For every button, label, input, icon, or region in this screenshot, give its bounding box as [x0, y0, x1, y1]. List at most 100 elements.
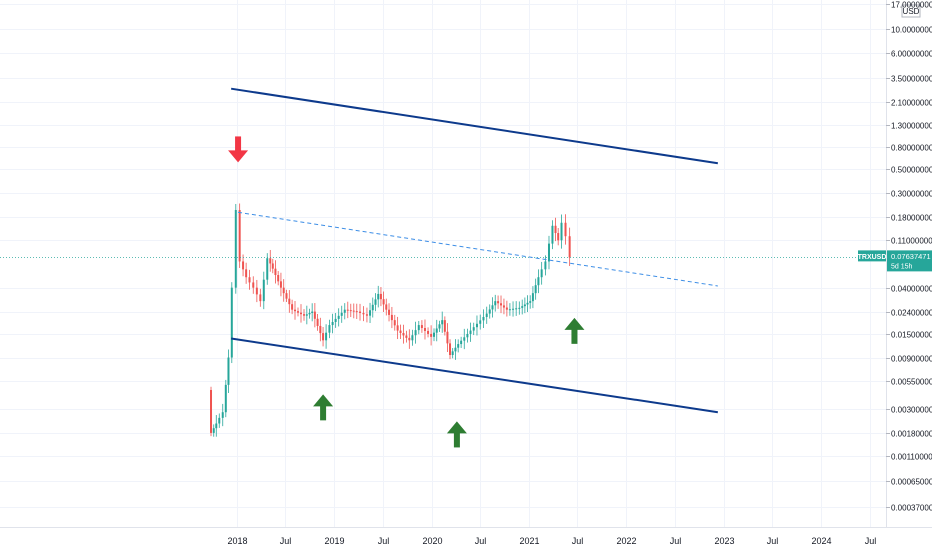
price-tick-label: 0.18000000 [891, 214, 932, 223]
price-candle [408, 337, 411, 341]
arrow-shaft [320, 404, 327, 421]
price-candle [352, 310, 355, 312]
price-candle [325, 332, 328, 341]
time-tick-label: Jul [865, 536, 877, 546]
arrow-shaft [453, 431, 460, 448]
price-candle [451, 351, 454, 355]
price-candle [266, 258, 269, 280]
price-candle [371, 304, 374, 311]
price-candle [420, 325, 423, 329]
price-tick-label: 0.30000000 [891, 190, 932, 199]
price-candle [433, 332, 436, 337]
price-candle [531, 293, 534, 302]
price-candle [479, 320, 482, 324]
price-candle [291, 304, 294, 310]
price-candle [430, 333, 433, 337]
price-candle [212, 428, 215, 433]
price-tick-label: 0.00300000 [891, 406, 932, 415]
price-candle [405, 335, 408, 338]
price-tick-label: 0.11000000 [891, 237, 932, 246]
lower-channel-line [230, 337, 718, 414]
time-tick-label: Jul [378, 536, 390, 546]
price-candle [482, 316, 485, 321]
dashed-resistance-line [237, 211, 718, 287]
price-tick-label: 0.00180000 [891, 430, 932, 439]
price-tick-label: 0.02400000 [891, 309, 932, 318]
price-candle [319, 325, 322, 334]
grid [0, 0, 886, 527]
price-tick-label: 10.00000000 [891, 26, 932, 35]
price-candle [560, 222, 563, 241]
price-candle [414, 330, 417, 336]
price-candle [502, 305, 505, 308]
price-candle [248, 277, 251, 283]
price-tick-label: 0.50000000 [891, 166, 932, 175]
currency-badge[interactable] [901, 4, 921, 18]
price-candle [540, 269, 543, 278]
price-candle [523, 304, 526, 307]
price-candle [252, 282, 255, 288]
price-candle [411, 335, 414, 341]
down-arrow [228, 136, 249, 163]
price-candle [402, 333, 405, 336]
price-candle [288, 298, 291, 305]
price-candle [438, 324, 441, 329]
price-tick-label: 0.00110000 [891, 453, 932, 462]
price-candle [245, 269, 248, 278]
current-price-badge [887, 250, 932, 272]
price-candle [242, 261, 245, 270]
arrow-shaft [235, 136, 242, 153]
price-candle [518, 307, 521, 309]
arrow-head [313, 394, 334, 407]
price-candle [508, 309, 511, 311]
price-candle [234, 210, 237, 288]
price-candle [529, 301, 532, 303]
price-candle [269, 258, 272, 264]
arrow-head [228, 150, 249, 163]
current-price-label: TRXUSD 0.07637471 5d 15h [858, 250, 932, 272]
price-candle [526, 302, 529, 305]
arrow-head [564, 317, 585, 330]
price-candle [300, 312, 303, 315]
price-candle [564, 222, 567, 237]
price-candle [446, 331, 449, 344]
price-candle [377, 293, 380, 300]
price-candle [271, 263, 274, 269]
price-candle [227, 357, 230, 385]
price-candle [365, 314, 368, 316]
trend-lines [230, 87, 718, 414]
price-candle [382, 299, 385, 305]
price-candle [494, 301, 497, 306]
price-candle [210, 389, 213, 433]
price-candle [349, 310, 352, 312]
time-tick-label: Jul [767, 536, 779, 546]
price-candle [331, 321, 334, 326]
time-tick-label: 2018 [227, 536, 247, 546]
price-candle [393, 320, 396, 326]
price-tick-label: 1.30000000 [891, 122, 932, 131]
price-candle [534, 285, 537, 294]
price-candle [427, 330, 430, 334]
upper-channel-line [230, 87, 718, 165]
price-candle [463, 337, 466, 341]
price-candle [457, 344, 460, 348]
price-candle [308, 312, 311, 315]
price-candle [369, 310, 372, 316]
time-tick-label: Jul [572, 536, 584, 546]
time-tick-label: Jul [280, 536, 292, 546]
time-tick-label: 2020 [422, 536, 442, 546]
price-candle [551, 225, 554, 244]
price-candle [469, 330, 472, 334]
price-candle [328, 325, 331, 333]
price-candle [491, 305, 494, 310]
price-candle [355, 311, 358, 313]
price-candle [568, 236, 571, 258]
price-candle [385, 304, 388, 310]
price-candle [537, 277, 540, 286]
price-tick-label: 2.10000000 [891, 99, 932, 108]
time-tick-label: 2022 [616, 536, 636, 546]
price-tick-label: 0.80000000 [891, 144, 932, 153]
price-candle [346, 309, 349, 311]
